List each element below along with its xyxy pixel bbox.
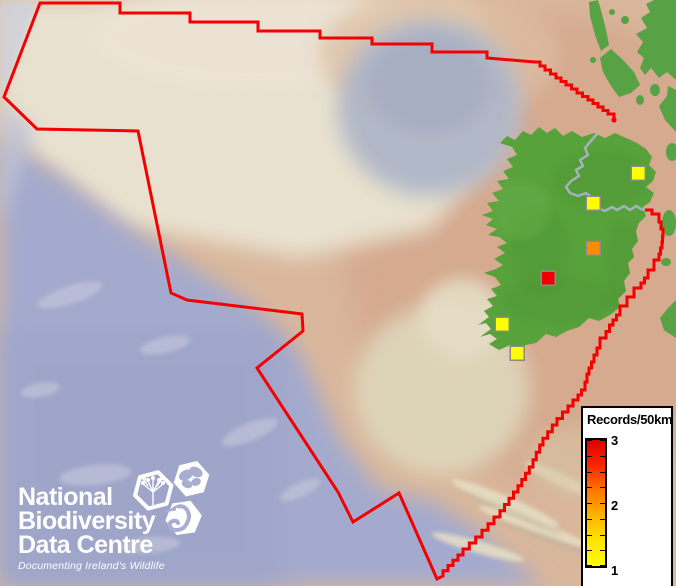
- colorbar-tick: [600, 550, 605, 551]
- colorbar-tick: [587, 440, 592, 441]
- colorbar-tick: [600, 472, 605, 473]
- britain-landmass: [589, 0, 676, 338]
- boundary-endpoint: [611, 117, 617, 123]
- logo-tagline: Documenting Ireland's Wildlife: [18, 560, 165, 572]
- nbdc-logo: National Biodiversity Data Centre Docume…: [18, 483, 165, 573]
- isle-of-man: [662, 210, 676, 236]
- colorbar-tick: [600, 565, 605, 566]
- logo-line-3: Data Centre: [18, 531, 153, 559]
- colorbar-tick: [587, 565, 592, 566]
- record-square[interactable]: [585, 240, 601, 256]
- wales-coast: [660, 300, 676, 338]
- record-square[interactable]: [494, 316, 510, 332]
- logo-line-2: Biodiversity: [18, 507, 156, 535]
- islay-jura-islands: [600, 49, 640, 97]
- colorbar-tick: [600, 519, 605, 520]
- plant-hexagon: [133, 470, 174, 511]
- legend-label-max: 3: [611, 433, 619, 448]
- colorbar-tick: [600, 503, 605, 504]
- legend-colorbar: [585, 438, 607, 568]
- colorbar-tick: [587, 519, 592, 520]
- legend-label-mid: 2: [611, 498, 619, 513]
- colorbar-tick: [600, 456, 605, 457]
- logo-line-1: National: [18, 483, 113, 511]
- record-square[interactable]: [509, 345, 525, 361]
- ireland-terrain-texture: [490, 152, 645, 322]
- colorbar-tick: [587, 472, 592, 473]
- colorbar-tick: [600, 440, 605, 441]
- nbdc-logo-emblem: [133, 461, 210, 535]
- record-square[interactable]: [585, 195, 601, 211]
- record-square[interactable]: [540, 270, 556, 286]
- butterfly-icon: [178, 466, 203, 489]
- colorbar-tick: [587, 456, 592, 457]
- kintyre-peninsula: [589, 0, 609, 51]
- tree-icon: [140, 476, 165, 505]
- colorbar-tick: [600, 535, 605, 536]
- colorbar-tick: [587, 503, 592, 504]
- designated-area-boundary-line: [2, 1, 665, 582]
- galloway-coast: [659, 86, 676, 132]
- colorbar-tick: [587, 487, 592, 488]
- record-squares-layer: [494, 165, 646, 361]
- seahorse-icon: [165, 504, 191, 533]
- legend-title: Records/50km: [587, 412, 673, 427]
- colorbar-tick: [600, 487, 605, 488]
- colorbar-tick: [587, 535, 592, 536]
- legend-panel: Records/50km 3 2 1: [581, 406, 673, 586]
- record-square[interactable]: [630, 165, 646, 181]
- scotland-land: [636, 0, 676, 80]
- northern-ireland-border-line: [564, 132, 647, 213]
- ireland-landmass: [478, 127, 656, 350]
- colorbar-tick: [587, 550, 592, 551]
- legend-label-min: 1: [611, 563, 619, 578]
